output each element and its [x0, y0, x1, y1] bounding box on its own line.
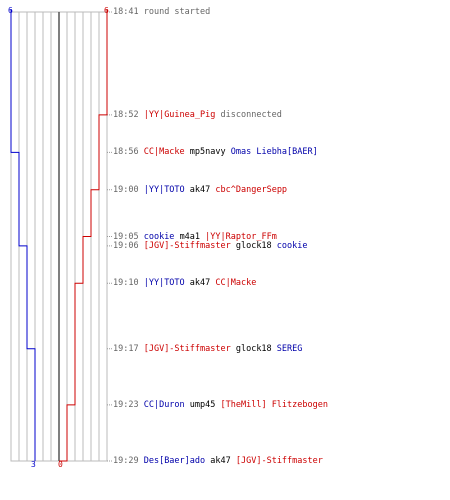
event-weapon: ak47	[189, 278, 211, 289]
event-time: 19:00	[113, 184, 139, 195]
time-ticks	[107, 11, 112, 462]
event-victim: CC|Macke	[215, 278, 257, 289]
event-time: 18:41	[113, 7, 139, 17]
red-team-line	[59, 9, 108, 462]
blue-team-line	[10, 9, 36, 461]
event-attacker: [JGV]-Stiffmaster	[143, 240, 231, 251]
event-attacker: |YY|TOTO	[143, 184, 185, 195]
event-victim: cbc^DangerSepp	[215, 184, 288, 195]
event-attacker: [JGV]-Stiffmaster	[143, 343, 231, 354]
event-weapon: glock18	[235, 343, 272, 354]
red-end-count: 0	[58, 460, 63, 469]
event-attacker: |YY|Guinea_Pig	[143, 109, 216, 120]
red-start-count: 6	[104, 6, 109, 15]
event-log-line: 19:17 [JGV]-Stiffmaster glock18 SEREG	[113, 344, 302, 354]
event-weapon: m4a1	[179, 231, 201, 242]
event-time: 19:17	[113, 343, 139, 354]
event-weapon: ak47	[189, 184, 211, 195]
event-victim: [JGV]-Stiffmaster	[235, 456, 323, 466]
event-log-line: 19:29 Des[Baer]ado ak47 [JGV]-Stiffmaste…	[113, 456, 323, 466]
event-log-line: 18:41 round started	[113, 7, 210, 17]
event-weapon: ak47	[210, 456, 231, 466]
event-time: 19:29	[113, 456, 139, 466]
event-log-line: 18:52 |YY|Guinea_Pig disconnected	[113, 110, 282, 120]
event-victim: |YY|Raptor_FFm	[205, 231, 277, 242]
event-victim: Omas Liebha[BAER]	[230, 147, 318, 158]
event-time: 19:10	[113, 278, 139, 289]
event-log-line: 19:10 |YY|TOTO ak47 CC|Macke	[113, 278, 256, 288]
event-attacker: CC|Duron	[143, 399, 185, 410]
team-lines	[10, 9, 108, 462]
blue-end-count: 3	[31, 460, 36, 469]
event-weapon: ump45	[189, 399, 216, 410]
event-time: 18:52	[113, 109, 139, 120]
event-attacker: |YY|TOTO	[143, 278, 185, 289]
chart-grid	[10, 11, 108, 462]
event-time: 19:05	[113, 231, 139, 242]
event-log-line: 18:56 CC|Macke mp5navy Omas Liebha[BAER]	[113, 147, 318, 157]
event-victim: cookie	[276, 240, 308, 251]
event-weapon: mp5navy	[189, 147, 226, 158]
event-attacker: CC|Macke	[143, 147, 185, 158]
event-attacker: cookie	[143, 231, 175, 242]
event-victim: [TheMill] Flitzebogen	[220, 399, 328, 410]
event-time: 19:23	[113, 399, 139, 410]
event-log-line: 19:00 |YY|TOTO ak47 cbc^DangerSepp	[113, 185, 287, 195]
event-attacker: Des[Baer]ado	[143, 456, 206, 466]
blue-start-count: 6	[8, 6, 13, 15]
event-log-line: 19:06 [JGV]-Stiffmaster glock18 cookie	[113, 241, 308, 251]
event-time: 19:06	[113, 240, 139, 251]
event-log-line: 19:05 cookie m4a1 |YY|Raptor_FFm	[113, 232, 277, 242]
event-log-line: 19:23 CC|Duron ump45 [TheMill] Flitzebog…	[113, 400, 328, 410]
event-text: disconnected	[220, 109, 282, 120]
event-victim: SEREG	[276, 343, 303, 354]
event-weapon: glock18	[235, 240, 272, 251]
event-time: 18:56	[113, 147, 139, 158]
event-text: round started	[143, 7, 211, 17]
